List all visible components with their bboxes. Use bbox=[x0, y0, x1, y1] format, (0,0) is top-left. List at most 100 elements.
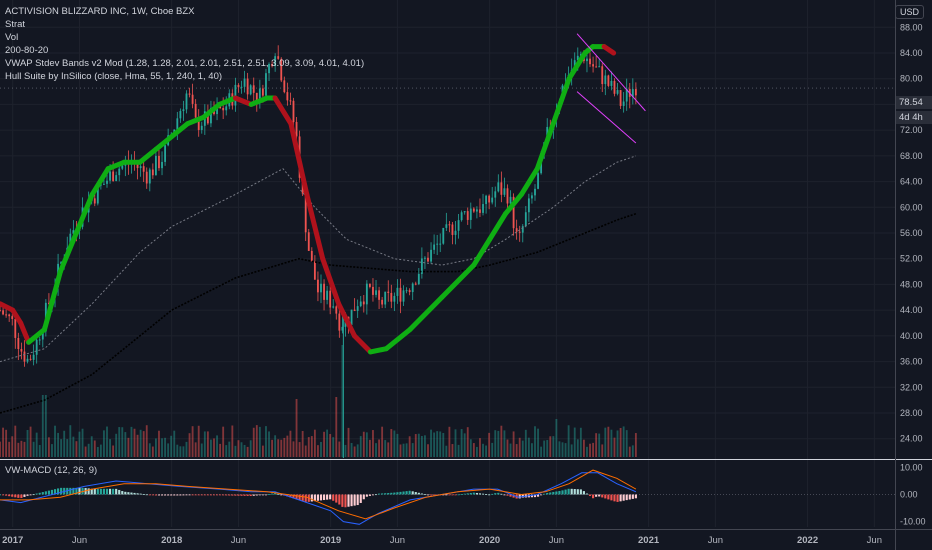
hull-suite-segment bbox=[18, 320, 32, 345]
candle-body bbox=[26, 358, 29, 362]
macd-histogram-bar bbox=[295, 494, 298, 500]
indicator-ma[interactable]: 200-80-20 bbox=[5, 45, 49, 56]
candle-body bbox=[448, 224, 451, 226]
candle-body bbox=[515, 228, 518, 232]
hull-suite-segment bbox=[200, 101, 222, 120]
volume-bar bbox=[368, 439, 371, 457]
y-tick-label: 44.00 bbox=[900, 305, 923, 315]
macd-histogram-bar bbox=[408, 490, 411, 495]
candle-body bbox=[38, 339, 41, 341]
candle-body bbox=[255, 92, 258, 103]
volume-bar bbox=[582, 439, 585, 457]
volume-bar bbox=[579, 427, 582, 457]
volume-bar bbox=[601, 444, 604, 457]
macd-histogram-bar bbox=[29, 494, 32, 496]
currency-label[interactable]: USD bbox=[894, 5, 924, 19]
hull-suite-segment bbox=[232, 95, 254, 107]
candle-body bbox=[283, 80, 286, 93]
candle-body bbox=[200, 125, 203, 130]
x-tick-label: 2021 bbox=[638, 535, 660, 546]
indicator-strat[interactable]: Strat bbox=[5, 19, 26, 30]
volume-bar bbox=[243, 444, 246, 457]
volume-bar bbox=[341, 345, 344, 457]
macd-histogram-bar bbox=[105, 488, 109, 495]
volume-bar bbox=[96, 446, 99, 457]
volume-bar bbox=[5, 429, 8, 457]
macd-histogram-bar bbox=[426, 494, 430, 496]
candle-body bbox=[191, 94, 194, 104]
candle-body bbox=[405, 290, 408, 292]
volume-bar bbox=[320, 441, 322, 457]
candle-body bbox=[292, 100, 295, 122]
volume-bar bbox=[442, 432, 445, 457]
candle-body bbox=[185, 93, 188, 110]
hull-suite-segment bbox=[550, 76, 572, 127]
macd-histogram-bar bbox=[124, 491, 127, 495]
volume-bar bbox=[154, 438, 157, 457]
candle-body bbox=[466, 211, 469, 220]
macd-histogram-bar bbox=[576, 489, 579, 495]
candle-body bbox=[103, 183, 105, 185]
macd-histogram-bar bbox=[344, 494, 347, 508]
volume-bar bbox=[463, 433, 466, 457]
macd-histogram-bar bbox=[292, 494, 295, 499]
candle-body bbox=[631, 89, 634, 97]
candle-body bbox=[445, 224, 448, 228]
macd-histogram-bar bbox=[75, 487, 78, 495]
volume-bar bbox=[494, 430, 497, 457]
macd-histogram-bar bbox=[170, 494, 173, 496]
indicator-vwap-bands[interactable]: VWAP Stdev Bands v2 Mod (1.28, 1.28, 2.0… bbox=[5, 58, 365, 69]
indicator-hull-suite[interactable]: Hull Suite by InSilico (close, Hma, 55, … bbox=[5, 71, 223, 82]
macd-histogram-bar bbox=[164, 494, 167, 496]
macd-histogram-bar bbox=[267, 494, 271, 495]
candle-body bbox=[378, 290, 380, 300]
candle-body bbox=[454, 230, 457, 235]
volume-bar bbox=[124, 432, 127, 457]
macd-histogram-bar bbox=[240, 494, 243, 496]
macd-histogram-bar bbox=[622, 494, 625, 501]
macd-histogram-bar bbox=[246, 494, 249, 496]
candle-body bbox=[387, 291, 390, 293]
volume-bar bbox=[57, 432, 60, 457]
volume-bar bbox=[396, 433, 399, 457]
macd-histogram-bar bbox=[243, 494, 246, 496]
macd-histogram-bar bbox=[350, 494, 353, 507]
candle-body bbox=[402, 290, 405, 302]
indicator-vol[interactable]: Vol bbox=[5, 32, 19, 43]
macd-histogram-bar bbox=[20, 494, 23, 499]
candle-body bbox=[613, 80, 616, 94]
volume-bar bbox=[265, 426, 267, 457]
macd-histogram-bar bbox=[512, 494, 515, 498]
macd-legend[interactable]: VW-MACD (12, 26, 9) bbox=[5, 465, 98, 476]
macd-line bbox=[0, 472, 637, 525]
macd-y-tick-label: -10.00 bbox=[900, 517, 926, 527]
candle-body bbox=[616, 90, 619, 94]
macd-histogram-bar bbox=[38, 492, 41, 495]
volume-bar bbox=[549, 436, 552, 457]
candle-body bbox=[295, 121, 298, 137]
volume-bar bbox=[332, 437, 335, 457]
macd-histogram-bar bbox=[182, 494, 185, 496]
candle-body bbox=[206, 111, 209, 124]
volume-bar bbox=[20, 440, 23, 457]
macd-histogram-bar bbox=[5, 494, 8, 496]
candle-body bbox=[622, 101, 625, 106]
volume-bar bbox=[485, 445, 487, 457]
macd-histogram-bar bbox=[478, 493, 482, 495]
volume-bar bbox=[475, 446, 478, 457]
candle-body bbox=[372, 286, 374, 295]
volume-bar bbox=[219, 443, 222, 457]
hull-suite-segment bbox=[407, 294, 445, 332]
volume-bar bbox=[222, 426, 225, 457]
volume-bar bbox=[546, 440, 549, 457]
candle-body bbox=[634, 89, 637, 96]
y-tick-label: 52.00 bbox=[900, 254, 923, 264]
hull-suite-segment bbox=[566, 50, 588, 82]
volume-bar bbox=[634, 433, 637, 457]
volume-bar bbox=[420, 435, 423, 457]
candle-body bbox=[607, 75, 610, 86]
candle-body bbox=[246, 78, 249, 95]
macd-histogram-bar bbox=[604, 494, 607, 499]
macd-histogram-bar bbox=[628, 494, 631, 500]
